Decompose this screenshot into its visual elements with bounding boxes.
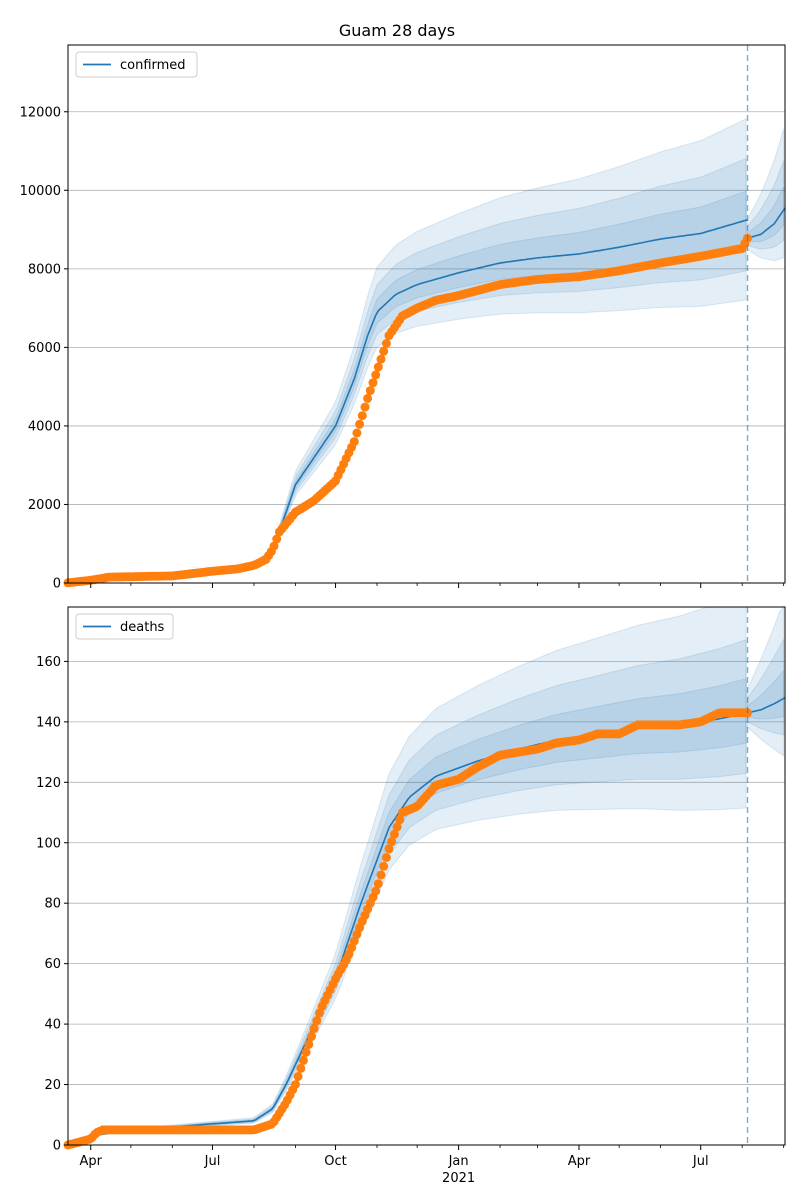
observed-point <box>301 1047 311 1057</box>
y-tick-label: 120 <box>36 776 61 791</box>
observed-point <box>349 437 359 447</box>
uncertainty-band-2 <box>67 157 747 584</box>
legend: confirmed <box>75 51 198 78</box>
observed-point <box>389 829 399 839</box>
observed-point <box>309 1024 319 1034</box>
x-tick-label: Apr <box>79 1154 102 1169</box>
y-tick-label: 0 <box>53 577 61 592</box>
forecast-band-2 <box>747 160 785 250</box>
y-tick-label: 10000 <box>20 184 61 199</box>
x-tick-year-label: 2021 <box>442 1171 475 1186</box>
y-tick-label: 6000 <box>28 341 61 356</box>
observed-point <box>298 1055 308 1065</box>
axes-frame <box>67 44 786 584</box>
y-tick-label: 40 <box>44 1018 61 1033</box>
observed-point <box>368 378 378 388</box>
legend: deaths <box>75 613 174 640</box>
observed-point <box>373 879 383 889</box>
axes-frame <box>67 606 786 1146</box>
observed-point <box>376 354 386 364</box>
observed-point <box>360 402 370 412</box>
x-tick-label: Jul <box>204 1154 221 1169</box>
observed-point <box>355 419 365 429</box>
observed-point <box>392 822 402 832</box>
observed-point <box>307 1032 316 1041</box>
legend-label: deaths <box>120 620 165 635</box>
uncertainty-band-2 <box>67 639 747 1143</box>
uncertainty-band-3 <box>67 190 747 584</box>
observed-point <box>365 386 375 396</box>
legend-box <box>75 51 198 78</box>
observed-point <box>352 428 362 438</box>
y-tick-label: 140 <box>36 715 61 730</box>
observed-point <box>371 370 381 380</box>
y-tick-label: 8000 <box>28 262 61 277</box>
observed-point <box>395 815 405 825</box>
observed-point <box>371 886 381 896</box>
forecast-band-3 <box>747 186 785 243</box>
forecast-band-1 <box>747 128 785 262</box>
forecast-band-1 <box>747 605 785 757</box>
y-tick-label: 12000 <box>20 105 61 120</box>
forecast-line <box>747 207 786 239</box>
chart-title: Guam 28 days <box>339 21 455 40</box>
observed-point <box>381 853 391 862</box>
x-tick-label: Jul <box>692 1154 709 1169</box>
observed-point <box>379 346 389 356</box>
observed-point <box>363 393 373 403</box>
observed-point <box>269 541 279 551</box>
y-tick-label: 100 <box>36 836 61 851</box>
y-tick-label: 160 <box>36 655 61 670</box>
observed-point <box>304 1039 314 1049</box>
uncertainty-band-1 <box>67 117 747 584</box>
y-tick-label: 4000 <box>28 419 61 434</box>
observed-point <box>293 1072 303 1081</box>
y-tick-label: 60 <box>44 957 61 972</box>
x-tick-label: Apr <box>568 1154 591 1169</box>
observed-point <box>373 362 383 372</box>
x-tick-label: Jan <box>448 1154 469 1169</box>
legend-label: confirmed <box>120 58 186 73</box>
y-tick-label: 20 <box>44 1078 61 1093</box>
y-tick-label: 0 <box>53 1139 61 1154</box>
x-tick-label: Oct <box>324 1154 346 1169</box>
y-tick-label: 80 <box>44 897 61 912</box>
observed-point <box>387 837 397 846</box>
forecast-band-3 <box>747 669 785 720</box>
observed-point <box>381 339 391 348</box>
observed-point <box>379 861 389 871</box>
observed-point <box>272 534 282 544</box>
observed-point <box>357 411 367 421</box>
observed-point <box>290 1080 300 1090</box>
panel-confirmed: 0 2000 4000 6000 8000 10000 12000 confirmed <box>20 44 786 592</box>
panel-deaths: 0 20 40 60 80 100 120 140 160 Apr Jul Oct Jan 2021 Apr… <box>36 605 786 1186</box>
observed-point <box>296 1063 306 1073</box>
y-tick-label: 2000 <box>28 498 61 513</box>
legend-box <box>75 613 174 640</box>
forecast-line <box>747 696 786 714</box>
observed-point <box>376 870 386 880</box>
observed-point <box>384 844 394 854</box>
observed-point <box>312 1016 322 1026</box>
